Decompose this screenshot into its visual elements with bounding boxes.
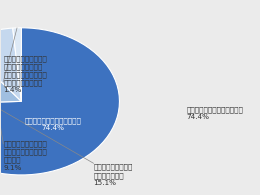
Text: 現在、自動車のサブス
クリプションサービ
ス・カーリースにて自
動車を所有している
1.4%: 現在、自動車のサブス クリプションサービ ス・カーリースにて自 動車を所有してい… [3, 55, 47, 93]
Text: 現在、自動車を所有している
74.4%: 現在、自動車を所有している 74.4% [25, 117, 82, 131]
Text: 現在、自動車を所有している
74.4%: 現在、自動車を所有している 74.4% [187, 106, 243, 120]
Wedge shape [0, 43, 21, 104]
Text: 今まで自動車を所有
したことはない
15.1%: 今まで自動車を所有 したことはない 15.1% [94, 164, 133, 186]
Wedge shape [0, 28, 21, 101]
Wedge shape [0, 28, 119, 175]
Wedge shape [13, 28, 21, 101]
Text: 以前に自動車を所有し
ていたが現在は所有し
ていない
9.1%: 以前に自動車を所有し ていたが現在は所有し ていない 9.1% [3, 140, 47, 171]
